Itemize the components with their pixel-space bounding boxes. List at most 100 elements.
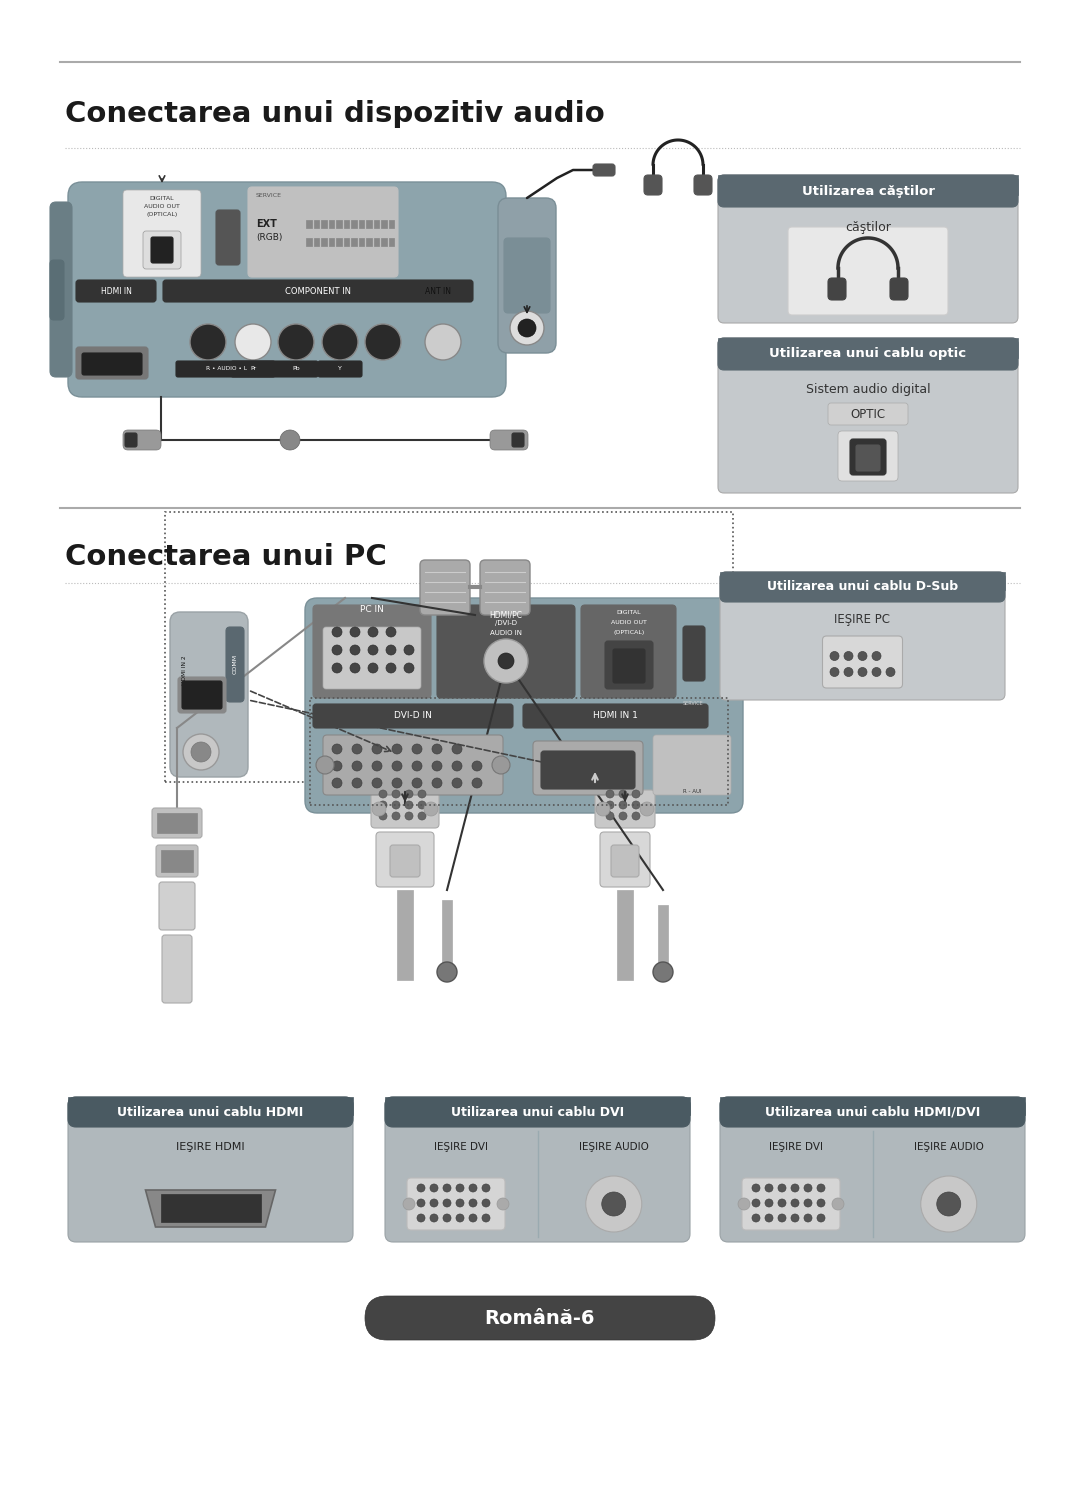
Text: Utilizarea unui cablu D-Sub: Utilizarea unui cablu D-Sub bbox=[767, 581, 958, 593]
Circle shape bbox=[392, 744, 402, 753]
Text: SERVICE: SERVICE bbox=[683, 701, 704, 706]
FancyBboxPatch shape bbox=[68, 181, 507, 397]
Circle shape bbox=[183, 734, 219, 770]
Text: HDMI IN 2: HDMI IN 2 bbox=[183, 655, 187, 685]
Circle shape bbox=[619, 801, 627, 808]
Circle shape bbox=[392, 761, 402, 771]
Bar bbox=[321, 238, 326, 245]
Bar bbox=[306, 220, 311, 227]
Circle shape bbox=[791, 1199, 799, 1207]
Circle shape bbox=[632, 811, 640, 820]
FancyBboxPatch shape bbox=[226, 627, 244, 701]
FancyBboxPatch shape bbox=[600, 832, 650, 887]
Circle shape bbox=[602, 1192, 625, 1216]
Text: Conectarea unui PC: Conectarea unui PC bbox=[65, 542, 387, 571]
Circle shape bbox=[653, 961, 673, 982]
Circle shape bbox=[765, 1214, 773, 1221]
Bar bbox=[336, 220, 341, 227]
Circle shape bbox=[352, 744, 362, 753]
Circle shape bbox=[368, 645, 378, 655]
FancyBboxPatch shape bbox=[159, 883, 195, 930]
Circle shape bbox=[858, 651, 867, 660]
Circle shape bbox=[619, 791, 627, 798]
Circle shape bbox=[497, 1198, 509, 1210]
Text: (RGB): (RGB) bbox=[256, 233, 282, 242]
FancyBboxPatch shape bbox=[305, 597, 743, 813]
FancyBboxPatch shape bbox=[498, 198, 556, 354]
Circle shape bbox=[738, 1198, 750, 1210]
Circle shape bbox=[482, 1214, 490, 1221]
Text: (OPTICAL): (OPTICAL) bbox=[147, 212, 177, 217]
Bar bbox=[366, 220, 372, 227]
Circle shape bbox=[804, 1199, 812, 1207]
Text: Pb: Pb bbox=[293, 367, 300, 372]
Circle shape bbox=[392, 791, 400, 798]
Circle shape bbox=[350, 645, 360, 655]
Circle shape bbox=[456, 1214, 464, 1221]
Circle shape bbox=[372, 761, 382, 771]
Bar bbox=[343, 238, 349, 245]
Circle shape bbox=[843, 667, 853, 676]
Bar bbox=[328, 220, 334, 227]
Text: ANT IN: ANT IN bbox=[426, 287, 451, 296]
FancyBboxPatch shape bbox=[390, 846, 420, 877]
Circle shape bbox=[585, 1175, 642, 1232]
Bar bbox=[617, 890, 633, 979]
FancyBboxPatch shape bbox=[384, 1097, 690, 1126]
Circle shape bbox=[816, 1214, 825, 1221]
Bar bbox=[720, 1097, 1025, 1114]
Circle shape bbox=[350, 663, 360, 673]
Circle shape bbox=[430, 1214, 438, 1221]
Circle shape bbox=[191, 742, 211, 762]
Circle shape bbox=[405, 801, 413, 808]
Bar bbox=[306, 238, 311, 245]
Circle shape bbox=[831, 651, 839, 660]
Text: OPTIC: OPTIC bbox=[850, 407, 886, 421]
Circle shape bbox=[858, 667, 867, 676]
Circle shape bbox=[418, 801, 426, 808]
Bar bbox=[161, 1193, 260, 1221]
Text: căştilor: căştilor bbox=[845, 220, 891, 233]
Bar bbox=[321, 220, 326, 227]
FancyBboxPatch shape bbox=[856, 444, 880, 471]
Circle shape bbox=[332, 645, 342, 655]
Text: Y: Y bbox=[338, 367, 342, 372]
Text: SERVICE: SERVICE bbox=[256, 193, 282, 198]
FancyBboxPatch shape bbox=[437, 605, 575, 698]
FancyBboxPatch shape bbox=[365, 1296, 715, 1340]
Text: DIGITAL: DIGITAL bbox=[617, 609, 642, 615]
FancyBboxPatch shape bbox=[480, 560, 530, 615]
Circle shape bbox=[816, 1199, 825, 1207]
FancyBboxPatch shape bbox=[143, 230, 181, 269]
Circle shape bbox=[418, 811, 426, 820]
FancyBboxPatch shape bbox=[178, 678, 226, 713]
FancyBboxPatch shape bbox=[163, 279, 473, 302]
Text: Pr: Pr bbox=[249, 367, 256, 372]
Circle shape bbox=[886, 667, 895, 676]
Circle shape bbox=[791, 1184, 799, 1192]
Circle shape bbox=[482, 1199, 490, 1207]
FancyBboxPatch shape bbox=[68, 1097, 353, 1242]
FancyBboxPatch shape bbox=[68, 1097, 353, 1126]
Text: IEŞIRE PC: IEŞIRE PC bbox=[835, 614, 891, 627]
Text: IEŞIRE AUDIO: IEŞIRE AUDIO bbox=[914, 1143, 984, 1152]
FancyBboxPatch shape bbox=[720, 572, 1005, 700]
Circle shape bbox=[372, 779, 382, 788]
FancyBboxPatch shape bbox=[123, 429, 161, 450]
Bar bbox=[374, 220, 379, 227]
Circle shape bbox=[443, 1184, 451, 1192]
Text: AUDIO OUT: AUDIO OUT bbox=[611, 620, 647, 626]
FancyBboxPatch shape bbox=[788, 227, 948, 315]
FancyBboxPatch shape bbox=[323, 627, 421, 690]
Circle shape bbox=[752, 1184, 760, 1192]
Circle shape bbox=[417, 1199, 426, 1207]
FancyBboxPatch shape bbox=[248, 187, 399, 276]
Circle shape bbox=[405, 791, 413, 798]
Circle shape bbox=[606, 801, 615, 808]
Bar bbox=[381, 238, 387, 245]
FancyBboxPatch shape bbox=[593, 163, 615, 175]
FancyBboxPatch shape bbox=[720, 1097, 1025, 1242]
Circle shape bbox=[518, 319, 536, 337]
Bar bbox=[720, 572, 1005, 590]
Circle shape bbox=[619, 811, 627, 820]
